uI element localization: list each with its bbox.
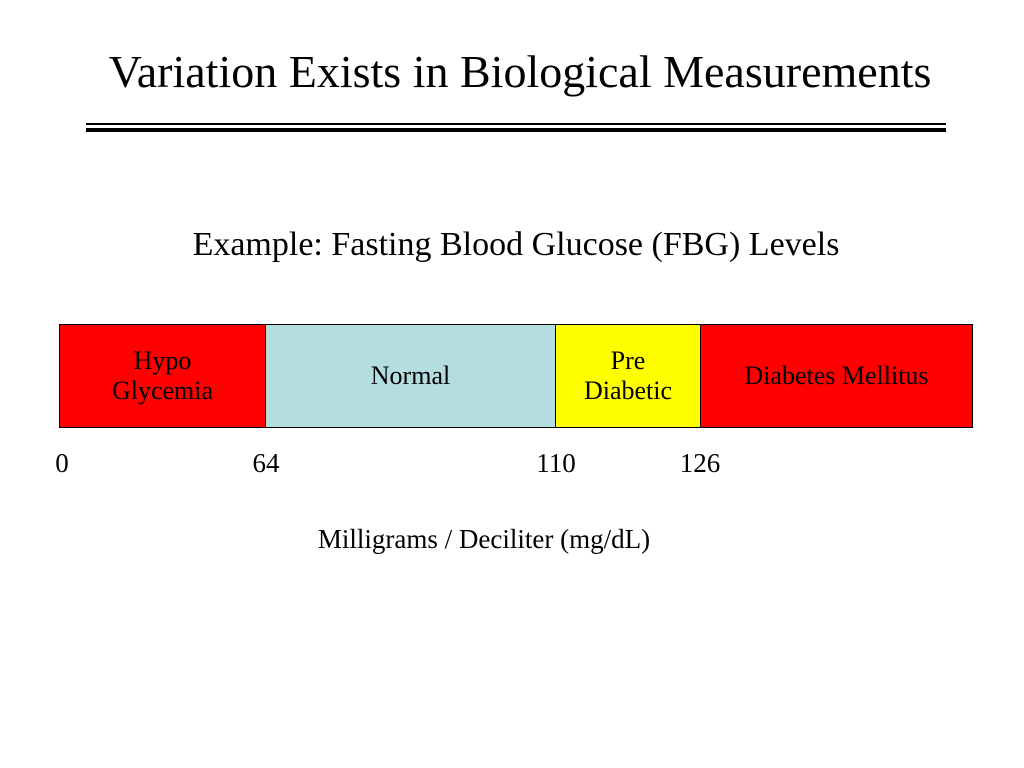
- segment-diabetes-mellitus: Diabetes Mellitus: [701, 325, 972, 427]
- segment-hypoglycemia: Hypo Glycemia: [60, 325, 266, 427]
- segment-label: Hypo Glycemia: [111, 346, 214, 405]
- glucose-range-bar: Hypo Glycemia Normal Pre Diabetic Diabet…: [59, 324, 973, 428]
- tick-label-0: 0: [55, 448, 69, 478]
- segment-label: Normal: [370, 361, 451, 390]
- title-underline-thick: [86, 128, 946, 132]
- title-underline-thin: [86, 123, 946, 125]
- slide-title: Variation Exists in Biological Measureme…: [108, 46, 932, 97]
- diagram-subtitle: Example: Fasting Blood Glucose (FBG) Lev…: [192, 226, 840, 263]
- tick-label-110: 110: [536, 448, 576, 478]
- axis-unit-label: Milligrams / Deciliter (mg/dL): [317, 524, 651, 554]
- segment-label: Diabetes Mellitus: [744, 361, 929, 390]
- segment-pre-diabetic: Pre Diabetic: [556, 325, 701, 427]
- segment-label: Pre Diabetic: [583, 346, 673, 405]
- segment-normal: Normal: [266, 325, 556, 427]
- tick-label-126: 126: [679, 448, 721, 478]
- tick-label-64: 64: [252, 448, 280, 478]
